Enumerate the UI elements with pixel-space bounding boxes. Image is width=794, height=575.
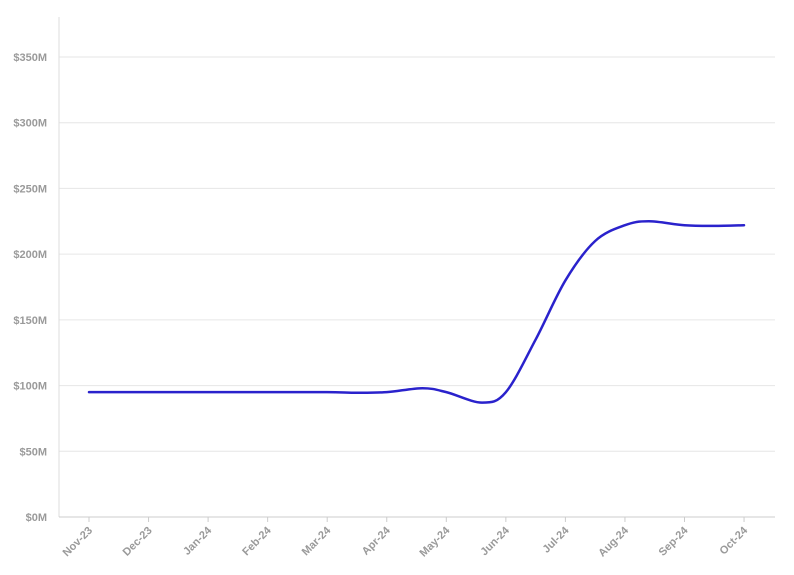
y-tick-label: $0M [26,512,47,524]
x-tick-label: Nov-23 [61,525,95,559]
x-tick-label: Jan-24 [181,524,215,558]
y-tick-label: $50M [19,446,47,458]
x-tick-label: Dec-23 [121,525,155,559]
x-tick-label: Mar-24 [300,524,334,558]
x-tick-label: Aug-24 [596,524,631,559]
x-tick-label: Apr-24 [360,524,394,558]
x-tick-label: Sep-24 [657,524,692,559]
y-axis-tick-labels: $0M $50M $100M $150M $200M $250M $300M $350M [13,52,47,524]
series-lines [87,220,746,404]
series-line [87,220,746,404]
axes [58,17,775,522]
x-tick-label: Jun-24 [478,524,512,558]
y-tick-label: $200M [13,249,47,261]
gridlines [59,56,775,452]
x-tick-label: May-24 [418,524,453,559]
y-tick-label: $350M [13,52,47,64]
x-tick-label: Feb-24 [240,524,274,558]
y-tick-label: $250M [13,183,47,195]
x-axis-tick-labels: Nov-23 Dec-23 Jan-24 Feb-24 Mar-24 Apr-24 May-… [61,524,751,559]
y-tick-label: $100M [13,381,47,393]
y-tick-label: $150M [13,315,47,327]
y-tick-label: $300M [13,118,47,130]
x-tick-label: Oct-24 [717,524,750,557]
x-tick-label: Jul-24 [541,524,573,556]
